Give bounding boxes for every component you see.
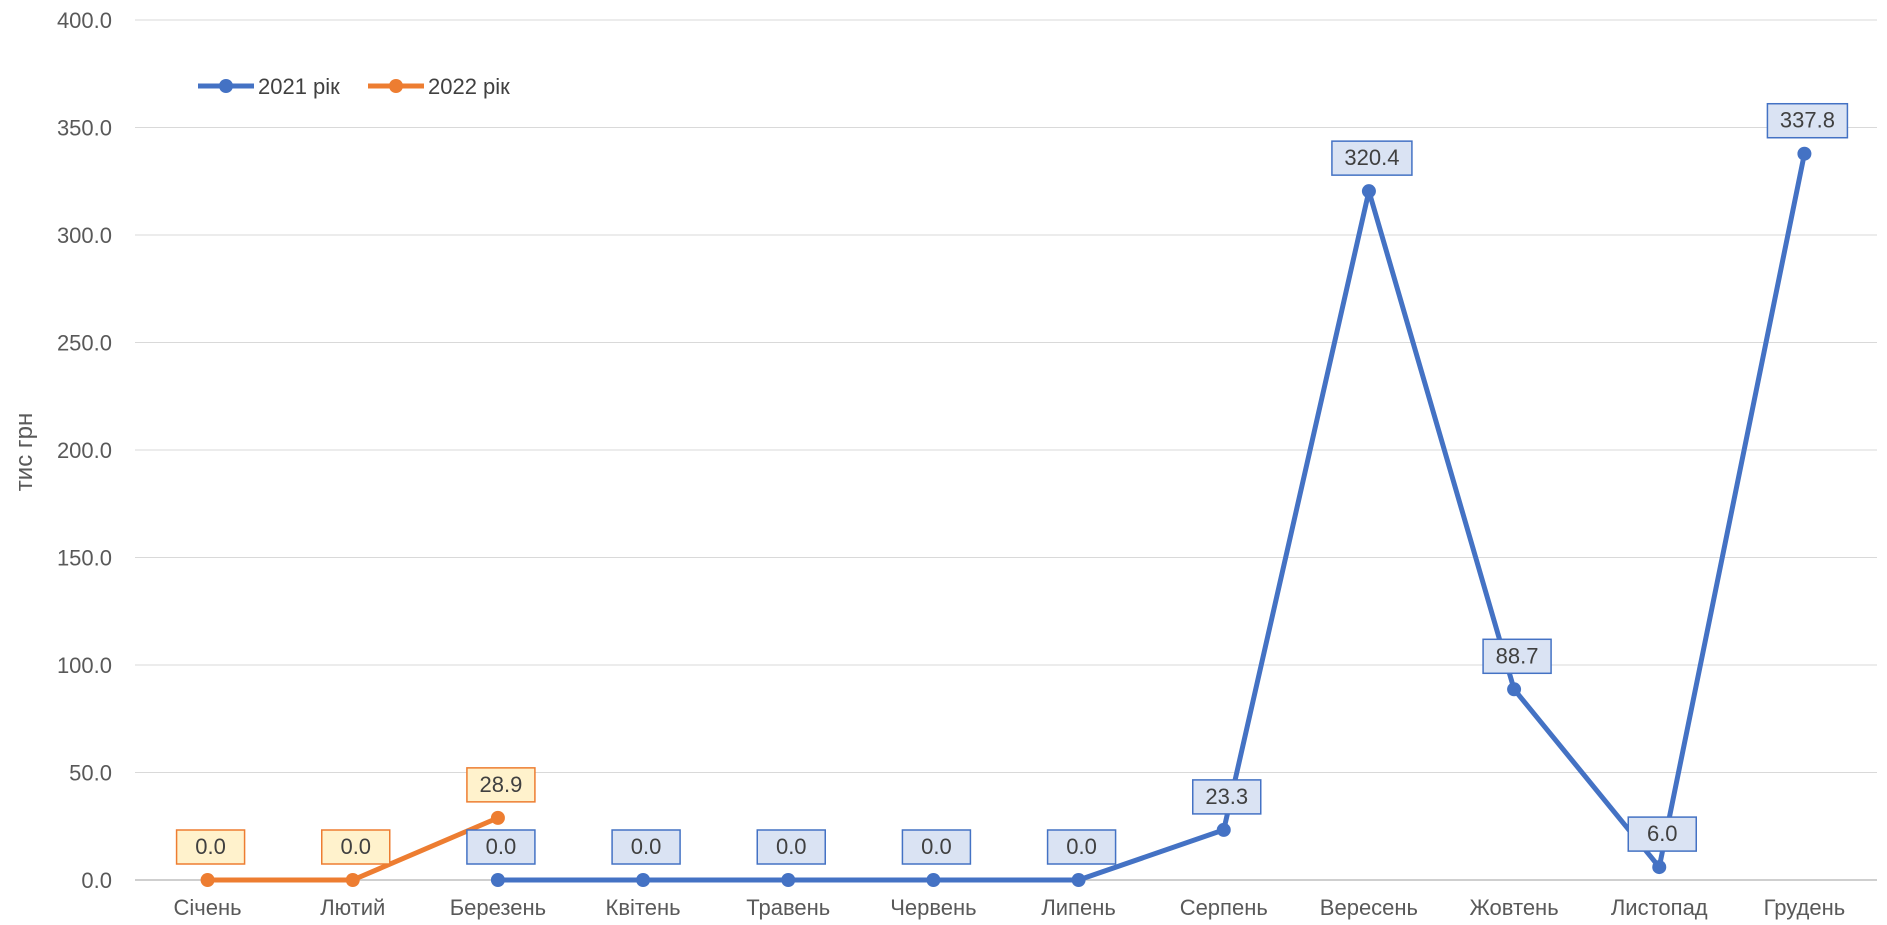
data-point [1507,682,1522,697]
y-tick-label: 200.0 [57,438,112,463]
data-label-text: 0.0 [921,834,952,859]
x-tick-label: Січень [174,895,242,920]
data-label-box [1482,638,1552,675]
data-point [200,873,215,887]
data-point [636,873,651,887]
x-tick-label: Жовтень [1469,895,1558,920]
y-tick-label: 300.0 [57,223,112,248]
data-label: 0.0 [1046,829,1117,865]
data-label-text: 0.0 [631,834,662,859]
data-point [345,873,360,887]
data-label: 6.0 [1627,816,1697,852]
x-tick-label: Червень [890,895,976,920]
data-label: 0.0 [756,829,826,865]
series-line [495,151,1807,883]
y-tick-label: 400.0 [57,8,112,33]
data-label-box [756,829,826,865]
legend-swatch-marker [219,79,233,93]
data-point [781,873,796,887]
x-tick-label: Березень [450,895,546,920]
data-label-box [1627,816,1697,852]
data-label-text: 0.0 [1066,834,1097,859]
series-lines [200,146,1812,887]
data-label-text: 6.0 [1647,821,1678,846]
legend-swatch-marker [389,79,403,93]
data-point [490,873,505,887]
data-point [1216,822,1231,837]
data-point [1797,146,1812,161]
data-label: 337.8 [1766,102,1849,139]
data-label: 0.0 [901,829,972,865]
y-tick-label: 50.0 [69,761,112,786]
data-label-box [1766,102,1849,139]
legend-label: 2021 рік [258,74,340,99]
data-label-box [321,829,391,865]
legend-label: 2022 рік [428,74,510,99]
y-tick-label: 0.0 [81,868,112,893]
x-tick-label: Лютий [320,895,385,920]
data-label: 28.9 [466,767,536,803]
data-label-text: 337.8 [1780,108,1835,133]
data-label-text: 28.9 [480,772,523,797]
data-point [490,810,505,825]
data-label-box [1331,140,1413,176]
data-point [926,873,941,887]
data-label-box [901,829,972,865]
data-label-box [466,829,536,865]
data-label-text: 0.0 [340,834,371,859]
y-tick-label: 250.0 [57,331,112,356]
data-label-box [1046,829,1117,865]
x-tick-label: Листопад [1611,895,1708,920]
data-label: 88.7 [1482,638,1552,675]
x-axis-ticks: Січень Лютий Березень Квітень Травень Червень… [174,895,1846,920]
data-label: 23.3 [1192,779,1262,815]
y-tick-label: 100.0 [57,653,112,678]
data-label-text: 0.0 [486,834,517,859]
data-labels: 0.0 0.0 0.0 0.0 0.0 23.3 320.4 88.7 6.0 337.8 0.0 0… [175,102,1849,865]
series-1 [490,146,1812,887]
data-label-text: 88.7 [1496,643,1539,668]
x-tick-label: Липень [1041,895,1116,920]
y-axis-ticks: 0.0 50.0 100.0 150.0 200.0 250.0 300.0 350.0 400… [57,8,112,893]
data-label: 0.0 [611,829,681,865]
x-tick-label: Вересень [1320,895,1418,920]
x-tick-label: Серпень [1180,895,1268,920]
data-label-box [466,767,536,803]
y-axis-label: тис грн [11,413,38,491]
x-tick-label: Травень [746,895,830,920]
data-label-text: 0.0 [195,834,226,859]
data-label-text: 0.0 [776,834,807,859]
data-label-box [611,829,681,865]
data-label-text: 23.3 [1205,784,1248,809]
data-label-text: 320.4 [1344,145,1399,170]
x-tick-label: Квітень [606,895,681,920]
legend-item-2: 2022 рік [368,74,510,99]
data-point [1652,860,1667,875]
y-tick-label: 350.0 [57,116,112,141]
y-tick-label: 150.0 [57,546,112,571]
series-2 [200,810,505,887]
data-label: 0.0 [321,829,391,865]
grid-lines [135,19,1877,881]
x-tick-label: Грудень [1764,895,1846,920]
data-label-box [175,829,246,865]
data-point [1071,873,1086,887]
data-label-box [1192,779,1262,815]
legend-item-1: 2021 рік [198,74,340,99]
data-point [1361,184,1376,199]
data-label: 320.4 [1331,140,1413,176]
data-label: 0.0 [175,829,246,865]
legend: 2021 рік 2022 рік [198,74,510,99]
data-label: 0.0 [466,829,536,865]
